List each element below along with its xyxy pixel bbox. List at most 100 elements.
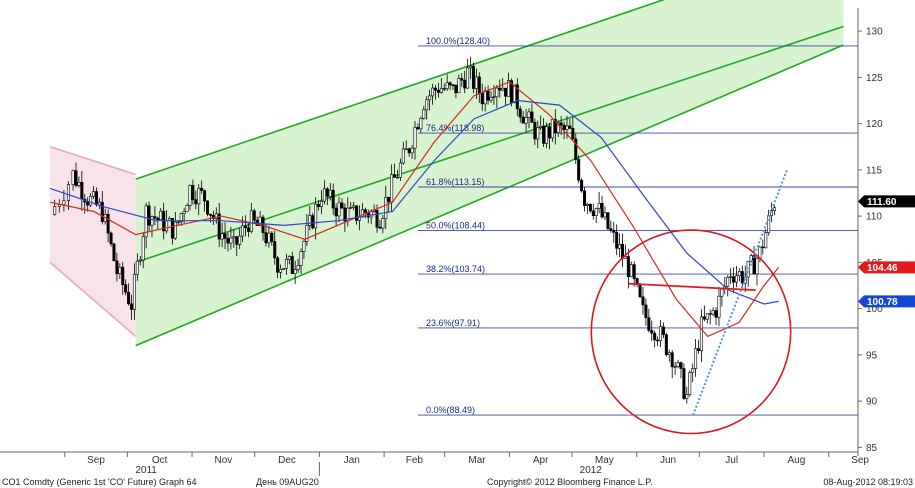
channel-upper-line-1 [135,0,666,180]
candle-body-191 [618,243,622,249]
candle-body-220 [702,316,706,320]
candle-body-126 [428,95,432,101]
candle-body-46 [194,199,198,205]
candle-body-101 [355,205,359,221]
candle-body-111 [384,196,388,219]
candle-body-116 [398,162,402,178]
candle-body-237 [752,255,756,275]
price-badge-label-1: 104.46 [867,263,898,274]
candle-body-110 [381,218,385,229]
x-month-label-2: Nov [214,455,232,466]
candle-body-217 [694,348,698,369]
candle-body-218 [697,348,701,351]
candle-body-39 [173,221,177,239]
candle-body-117 [401,148,405,164]
candle-body-175 [571,128,575,140]
candle-body-108 [375,210,379,228]
candle-body-139 [466,67,470,89]
candle-body-16 [106,213,110,234]
x-month-label-8: May [595,455,614,466]
candle-body-228 [726,277,730,287]
candle-body-91 [325,188,329,197]
candle-body-214 [685,394,689,399]
footer-timestamp: 08-Aug-2012 08:19:03 [823,477,913,487]
y-tick-label-6: 115 [866,165,882,176]
candle-body-96 [340,202,344,209]
candle-body-176 [574,138,578,160]
candle-body-142 [474,76,478,89]
candle-body-135 [454,84,458,94]
candle-body-231 [735,275,739,283]
candle-body-85 [308,215,312,226]
candle-body-86 [311,215,315,229]
candle-body-195 [629,264,633,278]
candle-body-12 [94,191,98,206]
candle-body-34 [159,210,163,220]
candle-body-230 [732,276,736,283]
candle-body-50 [206,200,210,215]
fib-label-3: 50.0%(108.44) [426,221,485,231]
candle-body-38 [170,218,174,239]
footer-date-code: День 09AUG20 [256,477,319,487]
candle-body-208 [667,352,671,355]
candle-body-205 [659,326,663,342]
candle-body-45 [191,185,195,200]
candle-body-76 [281,267,285,270]
channel-lower-line-0 [49,261,137,337]
candle-body-54 [217,213,221,240]
candle-body-75 [279,268,283,273]
candle-body-90 [322,188,326,202]
candle-body-42 [182,211,186,214]
x-month-label-5: Feb [406,455,424,466]
candle-body-137 [460,78,464,81]
candle-body-112 [387,196,391,203]
candle-body-122 [416,127,420,130]
candle-body-71 [267,232,271,244]
candle-body-18 [112,243,116,262]
candle-body-168 [550,118,554,139]
y-tick-label-8: 125 [866,73,883,84]
candle-body-29 [144,205,148,238]
candle-body-222 [708,313,712,315]
candle-body-147 [489,97,493,101]
candle-body-23 [127,291,131,305]
candle-body-123 [419,118,423,130]
candle-body-190 [615,232,619,249]
candle-body-164 [539,125,543,128]
candle-body-80 [293,269,297,274]
candle-body-134 [451,84,455,86]
candle-body-56 [223,233,227,239]
candle-body-47 [197,187,201,205]
candle-body-196 [632,264,636,279]
channel-lower-line-1 [135,44,844,347]
candle-body-59 [232,236,236,239]
candle-body-152 [504,87,508,97]
candle-body-118 [404,148,408,150]
candle-body-6 [77,181,81,186]
candle-body-119 [407,148,411,154]
moving-average-line-0 [49,81,780,338]
candle-body-31 [150,216,154,226]
candle-body-120 [410,147,414,154]
candle-body-94 [334,207,338,217]
price-candles [53,56,776,404]
candle-body-28 [141,236,145,261]
candle-body-187 [606,212,610,229]
candle-body-181 [588,203,592,212]
candle-body-130 [439,88,443,93]
candle-body-106 [369,211,373,218]
candle-body-51 [208,213,212,216]
candle-body-114 [393,174,397,178]
x-month-label-12: Sep [851,455,869,466]
candle-body-60 [235,236,239,245]
price-badge-2 [858,295,915,308]
candle-body-26 [135,260,139,275]
candle-body-209 [670,352,674,368]
candle-body-150 [498,87,502,91]
moving-averages [49,81,780,338]
candle-body-157 [518,108,522,118]
candle-body-183 [594,208,598,216]
candle-body-74 [276,257,280,273]
candle-body-238 [755,258,759,275]
candle-body-92 [328,189,332,197]
